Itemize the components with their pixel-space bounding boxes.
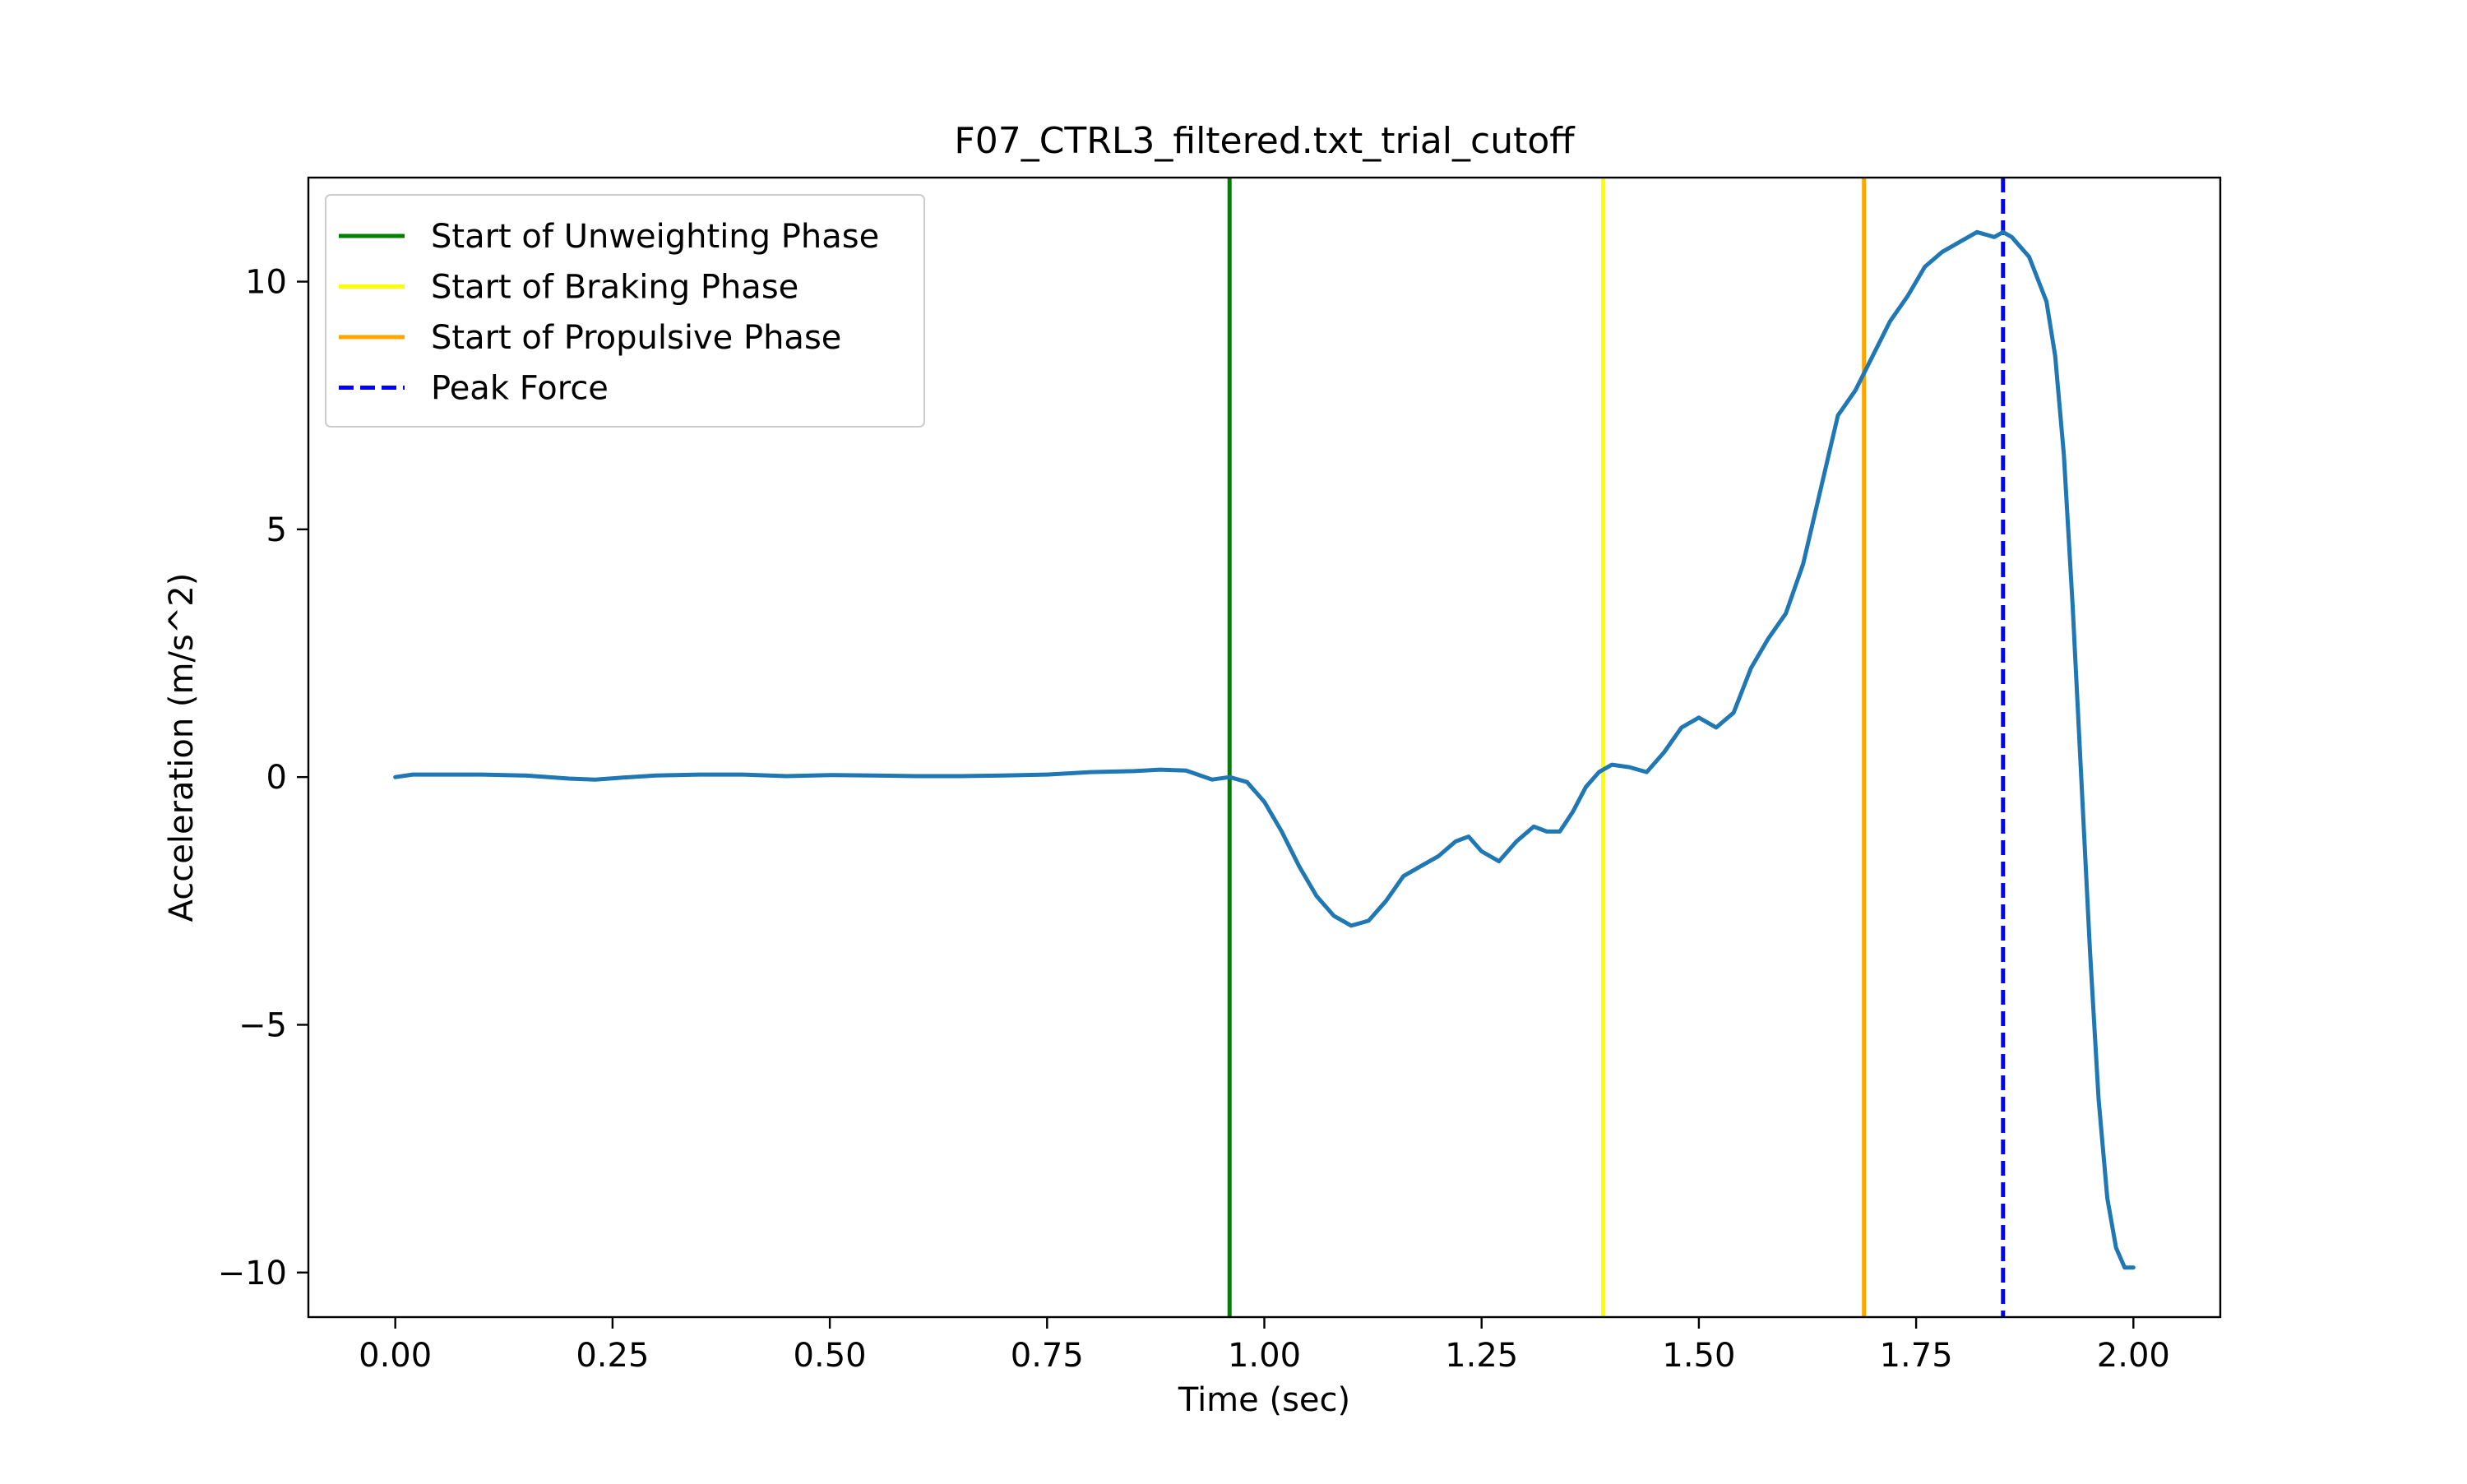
series-layer bbox=[393, 229, 2136, 1270]
y-tick-label: 5 bbox=[266, 511, 287, 549]
x-tick-label: 0.50 bbox=[794, 1337, 867, 1375]
legend-box bbox=[325, 194, 925, 428]
y-axis-label: Acceleration (m/s^2) bbox=[163, 573, 201, 922]
y-tick-label: 0 bbox=[266, 759, 287, 797]
y-tick-label: −10 bbox=[218, 1255, 287, 1292]
vertical-markers bbox=[1227, 178, 2006, 1317]
x-tick-label: 0.75 bbox=[1011, 1337, 1084, 1375]
y-axis-ticks: −10 −5 0 5 10 bbox=[218, 264, 308, 1292]
x-tick-label: 1.00 bbox=[1228, 1337, 1301, 1375]
legend-label: Start of Propulsive Phase bbox=[431, 319, 841, 357]
x-tick-label: 1.50 bbox=[1662, 1337, 1735, 1375]
legend-label: Start of Braking Phase bbox=[431, 269, 798, 307]
series-line-0 bbox=[393, 229, 2136, 1270]
legend-label: Peak Force bbox=[431, 370, 609, 408]
legend-label: Start of Unweighting Phase bbox=[431, 218, 879, 256]
x-axis-label: Time (sec) bbox=[1178, 1381, 1350, 1419]
y-tick-label: −5 bbox=[238, 1006, 287, 1044]
x-tick-label: 1.75 bbox=[1880, 1337, 1953, 1375]
x-tick-label: 0.00 bbox=[359, 1337, 432, 1375]
chart-title: F07_CTRL3_filtered.txt_trial_cutoff bbox=[954, 120, 1576, 162]
x-tick-label: 2.00 bbox=[2097, 1337, 2170, 1375]
x-tick-label: 0.25 bbox=[576, 1337, 649, 1375]
x-axis-ticks: 0.00 0.25 0.50 0.75 1.00 1.25 1.50 1.75 2.00 bbox=[359, 1317, 2170, 1375]
y-tick-label: 10 bbox=[245, 264, 287, 302]
legend: Start of Unweighting Phase Start of Braki… bbox=[325, 194, 925, 428]
x-tick-label: 1.25 bbox=[1445, 1337, 1518, 1375]
